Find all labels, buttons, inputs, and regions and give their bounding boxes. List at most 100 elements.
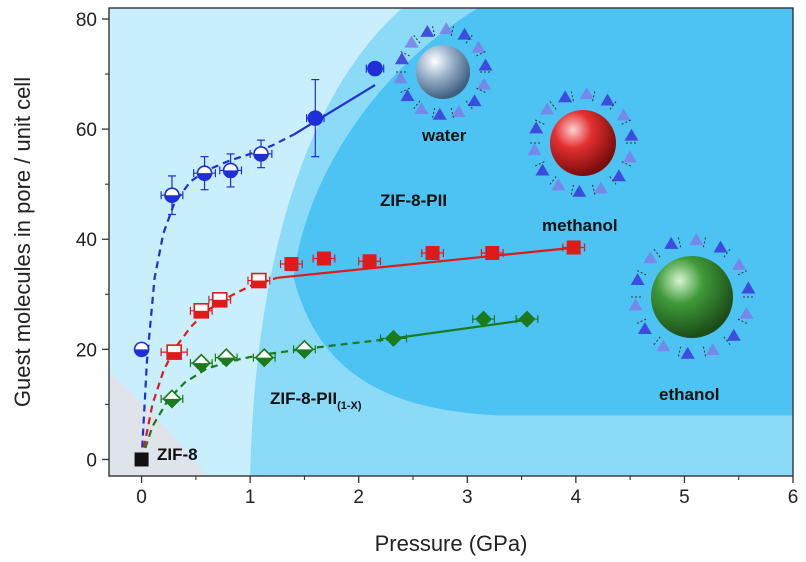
fit-solid-water <box>292 84 376 136</box>
plot-frame <box>108 7 794 477</box>
fit-solid-ethanol <box>385 317 533 341</box>
zinc-tetrahedron <box>477 77 492 90</box>
phase-region-zif8 <box>109 371 207 476</box>
region-label-pii-1x-main: ZIF-8-PII <box>270 389 337 408</box>
linker-bond <box>431 107 436 120</box>
linker-bond <box>465 100 474 111</box>
molecule-label-ethanol: ethanol <box>659 385 719 404</box>
zinc-tetrahedron <box>529 121 544 134</box>
linker-bond <box>737 318 749 325</box>
zinc-tetrahedron <box>478 58 493 71</box>
data-point-methanol <box>566 240 581 255</box>
zinc-tetrahedron <box>637 322 652 334</box>
linker-bond <box>677 346 682 359</box>
data-points <box>133 60 581 467</box>
linker-bond <box>635 318 647 325</box>
linker-bond <box>652 336 661 347</box>
marker-lower-half <box>212 299 227 307</box>
zinc-tetrahedron <box>600 93 615 106</box>
data-point-ethanol <box>162 389 182 409</box>
zinc-tetrahedron <box>611 169 626 182</box>
linker-bond <box>570 184 574 197</box>
water-molecule-illustration <box>393 22 493 120</box>
zinc-tetrahedron <box>439 22 454 35</box>
y-tick-label: 20 <box>76 340 97 361</box>
y-tick-label: 0 <box>86 450 97 471</box>
data-point-methanol <box>362 254 377 269</box>
linker-bond <box>398 50 410 57</box>
zinc-tetrahedron <box>432 107 447 120</box>
linker-bond <box>412 33 421 44</box>
fit-dashed-ethanol <box>140 338 386 460</box>
zinc-tetrahedron <box>394 52 409 65</box>
x-tick-label: 2 <box>353 487 364 508</box>
methanol-molecule-illustration <box>527 87 639 197</box>
data-point-methanol <box>485 246 500 261</box>
zinc-tetrahedron <box>540 102 555 115</box>
zinc-tetrahedron <box>680 346 695 359</box>
marker-filled <box>362 254 377 269</box>
guest-sphere <box>651 256 733 338</box>
linker-bond <box>412 100 421 111</box>
zinc-tetrahedron <box>643 251 658 264</box>
region-label-pii: ZIF-8-PII <box>380 191 447 210</box>
zinc-tetrahedron <box>593 181 608 194</box>
data-point-methanol <box>166 344 182 360</box>
molecule-illustrations <box>393 22 756 359</box>
linker-bond <box>533 161 545 168</box>
zinc-tetrahedron <box>622 150 637 163</box>
zinc-tetrahedron <box>628 298 643 311</box>
linker-bond <box>702 346 707 359</box>
zinc-tetrahedron <box>741 281 756 294</box>
linker-bond <box>450 24 455 37</box>
marker-lower-half <box>164 195 179 203</box>
x-tick-label: 3 <box>462 487 473 508</box>
data-point-ZIF-8 <box>134 452 149 467</box>
y-tick-label: 40 <box>76 230 97 251</box>
x-tick-label: 1 <box>245 487 256 508</box>
data-point-water <box>307 110 324 126</box>
x-tick-label: 6 <box>788 487 799 508</box>
zinc-tetrahedron <box>400 89 415 102</box>
data-point-methanol <box>211 292 228 308</box>
linker-bond <box>465 33 474 44</box>
linker-bond <box>450 107 455 120</box>
x-axis-title: Pressure (GPa) <box>375 531 528 556</box>
zinc-tetrahedron <box>527 143 542 156</box>
region-label-pii-1x: ZIF-8-PII(1-X) <box>270 389 362 412</box>
data-point-ethanol <box>294 339 315 359</box>
linker-bond <box>533 118 545 125</box>
marker-filled <box>316 251 331 266</box>
linker-bond <box>723 247 732 258</box>
data-point-water <box>164 187 180 203</box>
data-point-ethanol <box>475 310 493 328</box>
marker-lower-half <box>192 363 210 372</box>
marker-filled <box>384 329 402 347</box>
data-point-water <box>196 165 213 181</box>
zinc-tetrahedron <box>664 236 679 249</box>
marker-lower-half <box>254 153 268 161</box>
linker-bond <box>570 89 574 102</box>
marker-lower-half <box>255 357 273 367</box>
linker-bond <box>677 235 682 248</box>
zinc-tetrahedron <box>420 24 435 37</box>
linker-bond <box>476 50 488 57</box>
linker-bond <box>737 269 749 276</box>
marker-filled <box>566 240 581 255</box>
data-point-ethanol <box>254 347 274 368</box>
fit-solid-methanol <box>277 246 576 279</box>
data-point-ethanol <box>216 347 236 368</box>
x-tick-label: 5 <box>679 487 690 508</box>
y-tick-label: 60 <box>76 120 97 141</box>
data-point-ethanol <box>384 329 402 347</box>
molecule-label-water: water <box>421 126 467 145</box>
zinc-tetrahedron <box>414 102 429 115</box>
linker-bond <box>621 161 633 168</box>
x-tick-label: 4 <box>571 487 582 508</box>
marker-lower-half <box>163 398 181 408</box>
linker-bond <box>592 184 596 197</box>
zinc-tetrahedron <box>471 40 486 53</box>
zinc-tetrahedron <box>713 240 728 253</box>
